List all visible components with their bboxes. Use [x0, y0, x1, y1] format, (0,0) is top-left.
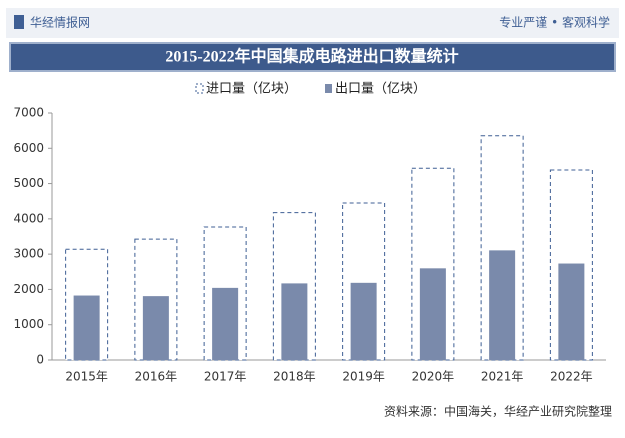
source: 资料来源：中国海关，华经产业研究院整理 [384, 404, 612, 419]
legend-swatch [195, 83, 204, 94]
legend-label: 出口量（亿块） [335, 82, 426, 97]
x-tick-label: 2019年 [342, 370, 385, 384]
bar [489, 250, 516, 360]
x-tick-label: 2021年 [481, 370, 524, 384]
y-tick-label: 4000 [13, 211, 44, 225]
x-tick-label: 2016年 [135, 370, 178, 384]
x-tick-label: 2017年 [204, 370, 247, 384]
logo [14, 15, 24, 29]
x-tick-label: 2015年 [65, 370, 108, 384]
slogan: 专业严谨 • 客观科学 [499, 15, 610, 30]
y-tick-label: 5000 [13, 176, 44, 190]
y-tick-label: 7000 [13, 106, 44, 120]
bar [142, 296, 169, 360]
y-tick-label: 1000 [13, 317, 44, 331]
title-band [9, 42, 616, 72]
x-tick-label: 2022年 [550, 370, 593, 384]
brand: 华经情报网 [30, 15, 90, 30]
legend-label: 进口量（亿块） [206, 82, 297, 97]
y-tick-label: 6000 [13, 141, 44, 155]
x-tick-label: 2020年 [412, 370, 455, 384]
legend-swatch [325, 84, 332, 93]
bar [350, 282, 377, 360]
chart-title: 2015-2022年中国集成电路进出口数量统计 [165, 47, 458, 66]
bar [419, 268, 446, 360]
bar [73, 295, 100, 360]
y-tick-label: 2000 [13, 282, 44, 296]
bar [281, 283, 308, 360]
x-tick-label: 2018年 [273, 370, 316, 384]
y-tick-label: 3000 [13, 247, 44, 261]
bar [558, 263, 585, 360]
bar [212, 287, 239, 360]
y-tick-label: 0 [36, 353, 44, 367]
header-bar [6, 8, 619, 38]
